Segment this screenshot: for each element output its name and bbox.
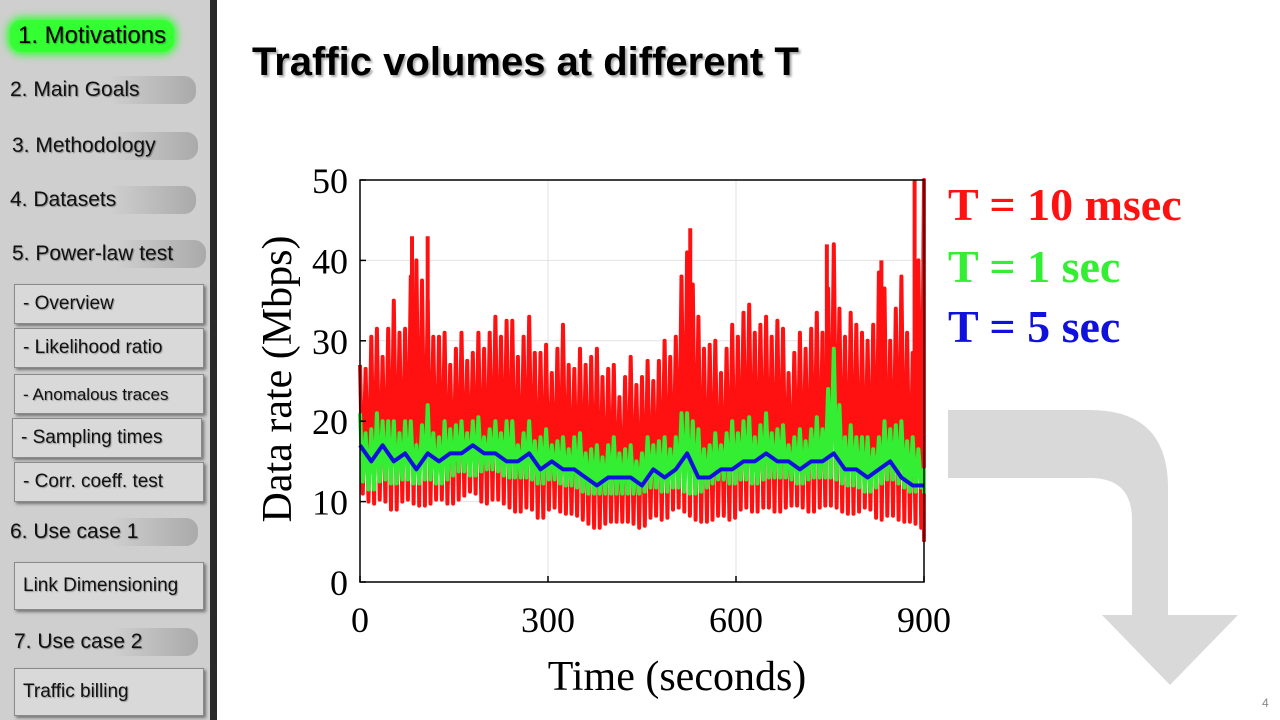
legend-t-10msec: T = 10 msec <box>948 179 1182 230</box>
nav-sub-corr-coeff-test[interactable]: - Corr. coeff. test <box>14 462 204 502</box>
y-tick-label: 50 <box>312 161 348 201</box>
slide-title: Traffic volumes at different T <box>252 40 799 84</box>
nav-sub-sampling-times[interactable]: - Sampling times <box>12 418 202 458</box>
x-axis-label: Time (seconds) <box>548 654 807 700</box>
legend-t-1sec: T = 1 sec <box>948 241 1121 292</box>
nav-motivations[interactable]: 1. Motivations <box>10 20 175 52</box>
nav-use-case-1[interactable]: 6. Use case 1 <box>2 518 198 546</box>
x-tick-label: 600 <box>709 600 763 640</box>
y-tick-label: 20 <box>312 402 348 442</box>
x-tick-label: 900 <box>897 600 951 640</box>
nav-sub-link-dimensioning[interactable]: Link Dimensioning <box>14 562 204 610</box>
nav-main-goals[interactable]: 2. Main Goals <box>2 76 196 104</box>
nav-sub-anomalous-traces[interactable]: - Anomalous traces <box>14 374 204 414</box>
nav-methodology[interactable]: 3. Methodology <box>4 132 198 160</box>
y-tick-label: 30 <box>312 322 348 362</box>
legend-t-5sec: T = 5 sec <box>948 301 1121 352</box>
y-tick-label: 0 <box>330 563 348 603</box>
y-tick-label: 10 <box>312 483 348 523</box>
y-tick-label: 40 <box>312 241 348 281</box>
nav-datasets[interactable]: 4. Datasets <box>2 186 196 214</box>
plot-frame <box>359 179 925 583</box>
nav-sub-overview[interactable]: - Overview <box>14 284 204 324</box>
sidebar-nav: 1. Motivations 2. Main Goals 3. Methodol… <box>0 0 217 720</box>
y-axis-label: Data rate (Mbps) <box>255 236 301 523</box>
nav-power-law-test[interactable]: 5. Power-law test <box>4 240 206 268</box>
series-line-t-5sec <box>358 443 924 488</box>
page-number: 4 <box>1262 696 1269 710</box>
nav-use-case-2[interactable]: 7. Use case 2 <box>6 628 198 656</box>
series-line-t-1sec <box>358 346 926 496</box>
x-tick-label: 0 <box>351 600 369 640</box>
nav-sub-traffic-billing[interactable]: Traffic billing <box>14 668 204 716</box>
x-tick-label: 300 <box>521 600 575 640</box>
nav-sub-likelihood-ratio[interactable]: - Likelihood ratio <box>14 328 204 368</box>
